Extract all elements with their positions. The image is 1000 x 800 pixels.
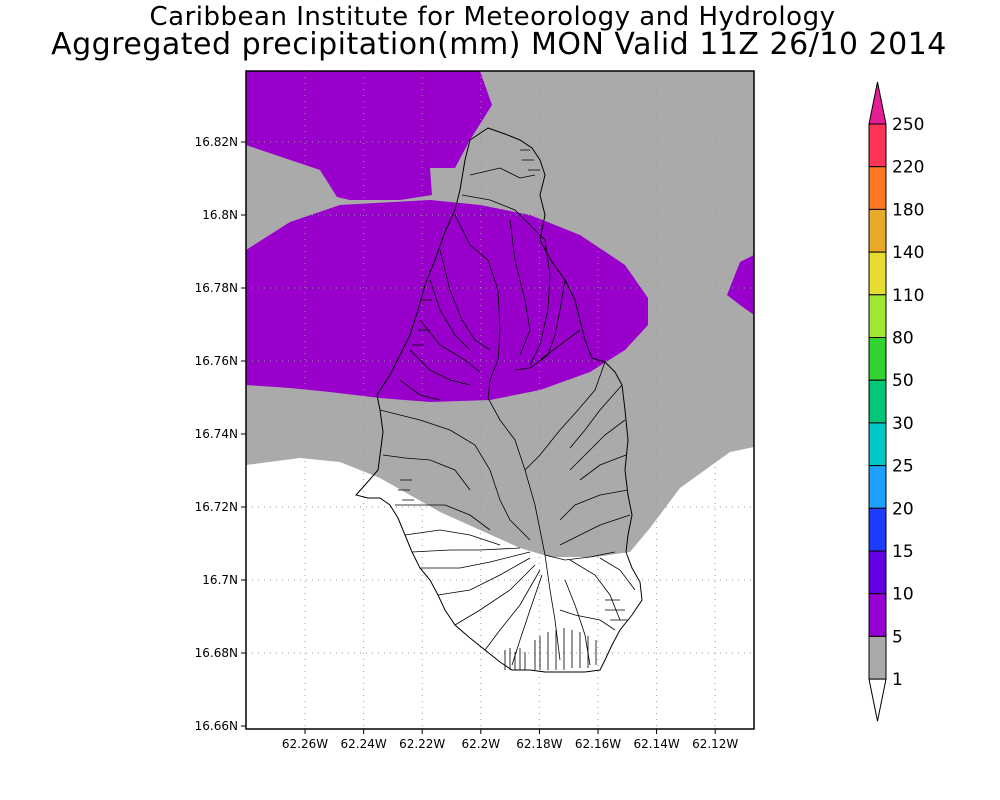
legend-swatch: [868, 208, 887, 253]
lat-tick-label: 16.78N: [195, 281, 238, 295]
legend-swatch: [868, 166, 887, 210]
lon-tick-label: 62.14W: [633, 737, 679, 751]
lat-tick-label: 16.7N: [202, 573, 238, 587]
legend-level-label: 20: [892, 499, 914, 519]
precip-zone-moderate-central: [246, 200, 648, 402]
legend-level-label: 140: [892, 243, 924, 263]
coastal-detail: [398, 149, 628, 670]
map-plot-area: [246, 71, 754, 729]
precip-zone-moderate-east: [727, 255, 754, 315]
legend-level-label: 15: [892, 542, 914, 562]
lat-tick-label: 16.68N: [195, 646, 238, 660]
legend-swatch: [868, 123, 887, 168]
lon-tick-label: 62.18W: [516, 737, 562, 751]
legend-swatch: [868, 635, 887, 680]
legend-level-label: 250: [892, 115, 924, 135]
legend-swatch: [868, 379, 887, 424]
legend-swatch: [868, 507, 887, 552]
lat-tick-label: 16.72N: [195, 500, 238, 514]
lon-tick-label: 62.24W: [340, 737, 386, 751]
island-outline: [355, 127, 643, 673]
map-frame: [245, 70, 755, 730]
lat-tick-label: 16.76N: [195, 354, 238, 368]
legend-level-label: 25: [892, 457, 914, 477]
legend-level-label: 80: [892, 329, 914, 349]
lon-tick-label: 62.22W: [399, 737, 445, 751]
lat-tick-label: 16.66N: [195, 719, 238, 733]
legend-level-label: 180: [892, 200, 924, 220]
lon-tick-label: 62.16W: [575, 737, 621, 751]
legend-swatch: [868, 593, 887, 637]
legend-top-arrow: [868, 81, 887, 125]
lat-tick-label: 16.74N: [195, 427, 238, 441]
legend-bottom-arrow: [868, 678, 887, 722]
color-legend: 250 220 180 140 110 80 50 30 25 20 15 10 5 1: [868, 81, 924, 722]
island-boundaries: [379, 167, 636, 666]
lon-tick-label: 62.2W: [462, 737, 501, 751]
chart-subtitle: Aggregated precipitation(mm) MON Valid 1…: [51, 27, 947, 62]
legend-swatch: [868, 337, 887, 381]
legend-level-label: 5: [892, 627, 903, 647]
legend-swatch: [868, 294, 887, 338]
legend-level-label: 10: [892, 585, 914, 605]
legend-level-label: 110: [892, 286, 924, 306]
lon-tick-label: 62.26W: [282, 737, 328, 751]
lat-tick-label: 16.82N: [195, 135, 238, 149]
map-grid: [246, 71, 754, 729]
lon-tick-label: 62.12W: [692, 737, 738, 751]
legend-level-label: 30: [892, 414, 914, 434]
legend-level-label: 220: [892, 158, 924, 178]
lat-tick-label: 16.8N: [202, 208, 238, 222]
precip-zone-moderate-north: [246, 71, 492, 200]
chart-title: Caribbean Institute for Meteorology and …: [149, 2, 836, 32]
longitude-axis: 62.26W 62.24W 62.22W 62.2W 62.18W 62.16W 62.14…: [282, 729, 738, 751]
legend-swatch: [868, 251, 887, 296]
latitude-axis: 16.82N 16.8N 16.78N 16.76N 16.74N 16.72N 16.7N…: [195, 135, 246, 733]
legend-level-label: 1: [892, 670, 903, 690]
legend-swatch: [868, 550, 887, 595]
legend-level-label: 50: [892, 371, 914, 391]
legend-swatch: [868, 465, 887, 509]
legend-swatch: [868, 422, 887, 467]
